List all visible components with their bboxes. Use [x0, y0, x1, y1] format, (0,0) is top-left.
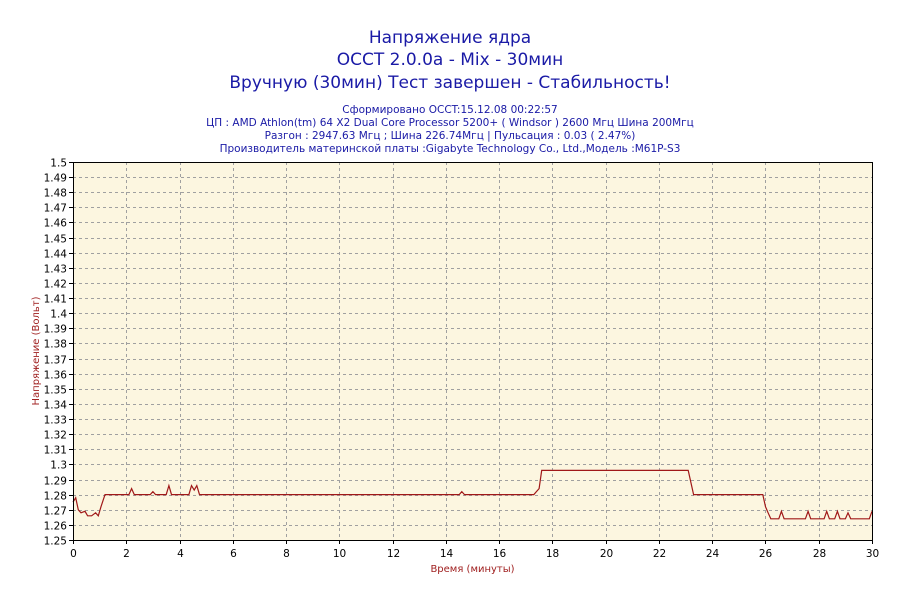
y-tick-label: 1.36	[44, 370, 68, 382]
y-tick-label: 1.47	[44, 203, 67, 215]
x-tick-label: 8	[283, 548, 290, 560]
y-tick-label: 1.25	[44, 536, 67, 548]
x-tick-label: 6	[230, 548, 237, 560]
y-tick-label: 1.28	[44, 491, 67, 503]
info-cpu: ЦП : AMD Athlon(tm) 64 X2 Dual Core Proc…	[206, 117, 694, 129]
y-tick-label: 1.4	[50, 309, 67, 321]
x-tick-label: 4	[177, 548, 184, 560]
x-tick-label: 16	[493, 548, 507, 560]
y-tick-label: 1.41	[44, 294, 67, 306]
x-tick-label: 26	[759, 548, 773, 560]
chart-subtitle-result: Вручную (30мин) Тест завершен - Стабильн…	[229, 73, 671, 93]
y-tick-label: 1.38	[44, 339, 67, 351]
y-axis-label: Напряжение (Вольт)	[31, 296, 42, 405]
y-tick-label: 1.5	[50, 158, 67, 170]
x-tick-label: 10	[333, 548, 346, 560]
x-tick-label: 2	[123, 548, 130, 560]
y-tick-label: 1.48	[44, 188, 67, 200]
y-tick-label: 1.31	[44, 445, 67, 457]
x-axis-label: Время (минуты)	[430, 564, 514, 575]
chart-title: Напряжение ядра	[368, 28, 532, 48]
plot-border	[73, 162, 873, 541]
info-generated: Сформировано OCCT:15.12.08 00:22:57	[342, 104, 558, 116]
y-tick-label: 1.35	[44, 385, 67, 397]
y-tick-label: 1.46	[44, 218, 68, 230]
chart-subtitle-test: OCCT 2.0.0a - Mix - 30мин	[336, 50, 564, 70]
grid-lines	[73, 162, 872, 540]
y-tick-label: 1.45	[44, 234, 67, 246]
x-tick-label: 22	[653, 548, 666, 560]
y-tick-label: 1.49	[44, 173, 67, 185]
y-tick-label: 1.27	[44, 506, 67, 518]
x-tick-label: 20	[600, 548, 613, 560]
tick-labels: 1.25 1.26 1.27 1.28 1.29 1.3 1.31 1.32 1.33 1.34 1…	[44, 158, 880, 561]
y-tick-label: 1.3	[50, 460, 67, 472]
x-tick-label: 24	[706, 548, 720, 560]
y-tick-label: 1.44	[44, 249, 68, 261]
x-tick-label: 12	[387, 548, 400, 560]
plot-area	[73, 162, 872, 540]
y-tick-label: 1.33	[44, 415, 67, 427]
y-tick-label: 1.29	[44, 476, 67, 488]
x-tick-label: 30	[866, 548, 879, 560]
info-motherboard: Производитель материнской платы :Gigabyt…	[219, 143, 681, 155]
x-tick-label: 28	[813, 548, 826, 560]
y-tick-label: 1.37	[44, 355, 67, 367]
x-tick-label: 14	[440, 548, 454, 560]
voltage-series-line	[72, 469, 873, 520]
x-tick-label: 0	[70, 548, 77, 560]
y-tick-label: 1.43	[44, 264, 67, 276]
x-tick-label: 18	[546, 548, 559, 560]
info-overclock: Разгон : 2947.63 Мгц ; Шина 226.74Мгц | …	[264, 130, 636, 142]
y-tick-label: 1.34	[44, 400, 68, 412]
y-tick-label: 1.32	[44, 430, 67, 442]
y-tick-label: 1.42	[44, 279, 67, 291]
y-tick-label: 1.26	[44, 521, 68, 533]
y-tick-label: 1.39	[44, 324, 67, 336]
